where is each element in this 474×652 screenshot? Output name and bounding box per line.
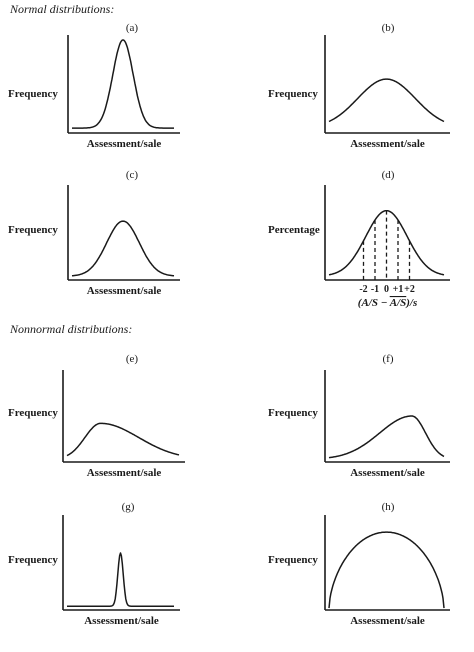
chart-panel-g: (g) Frequency Assessment/sale <box>8 501 180 627</box>
x-axis-label: (A/S − A/S)/s <box>358 297 417 309</box>
x-label-part: A/S <box>389 297 407 309</box>
x-label-part: A/S <box>360 297 378 309</box>
chart-panel-b: (b) Frequency Assessment/sale <box>268 22 450 150</box>
x-tick-label: -1 <box>371 284 379 295</box>
x-tick-label: +2 <box>404 284 415 295</box>
panel-label: (a) <box>126 22 139 34</box>
panel-label: (c) <box>126 169 139 181</box>
x-axis-label: Assessment/sale <box>84 615 159 627</box>
chart-panel-f: (f) Frequency Assessment/sale <box>268 353 450 479</box>
chart-panel-h: (h) Frequency Assessment/sale <box>268 501 450 627</box>
distribution-curve <box>72 39 174 129</box>
x-axis-label: Assessment/sale <box>350 467 425 479</box>
distribution-curve <box>328 531 445 609</box>
y-axis-label: Frequency <box>268 407 318 419</box>
distribution-curve <box>71 220 175 277</box>
chart-panel-c: (c) Frequency Assessment/sale <box>8 169 180 297</box>
distribution-curve <box>67 552 174 607</box>
x-label-part: ( <box>358 297 363 309</box>
panel-label: (e) <box>126 353 139 365</box>
x-tick-label: 0 <box>384 284 389 295</box>
y-axis-label: Frequency <box>8 554 58 566</box>
panel-label: (h) <box>382 501 395 513</box>
distribution-curve <box>66 422 180 457</box>
x-label-part: − <box>378 297 390 309</box>
x-tick-label: +1 <box>393 284 404 295</box>
panel-label: (d) <box>382 169 395 181</box>
section-heading-nonnormal: Nonnormal distributions: <box>10 322 133 336</box>
panel-label: (g) <box>122 501 135 513</box>
chart-panel-d: (d)Percentage-2 -1 0 +1 +2(A/S − A/S)/s <box>268 169 450 309</box>
x-axis-label: Assessment/sale <box>350 615 425 627</box>
x-axis-label: Assessment/sale <box>87 138 162 150</box>
x-tick-label: -2 <box>359 284 367 295</box>
panel-label: (b) <box>382 22 395 34</box>
y-axis-label: Frequency <box>268 554 318 566</box>
chart-panel-e: (e) Frequency Assessment/sale <box>8 353 185 479</box>
x-axis-label: Assessment/sale <box>87 285 162 297</box>
section-heading-normal: Normal distributions: <box>10 2 115 16</box>
panel-label: (f) <box>383 353 394 365</box>
y-axis-label: Percentage <box>268 224 320 236</box>
x-label-part: )/s <box>405 297 417 309</box>
y-axis-label: Frequency <box>268 88 318 100</box>
distribution-curve <box>328 78 445 123</box>
y-axis-label: Frequency <box>8 88 58 100</box>
chart-panel-a: (a) Frequency Assessment/sale <box>8 22 180 150</box>
y-axis-label: Frequency <box>8 407 58 419</box>
distribution-curve <box>328 415 445 459</box>
x-axis-label: Assessment/sale <box>87 467 162 479</box>
x-axis-label: Assessment/sale <box>350 138 425 150</box>
y-axis-label: Frequency <box>8 224 58 236</box>
